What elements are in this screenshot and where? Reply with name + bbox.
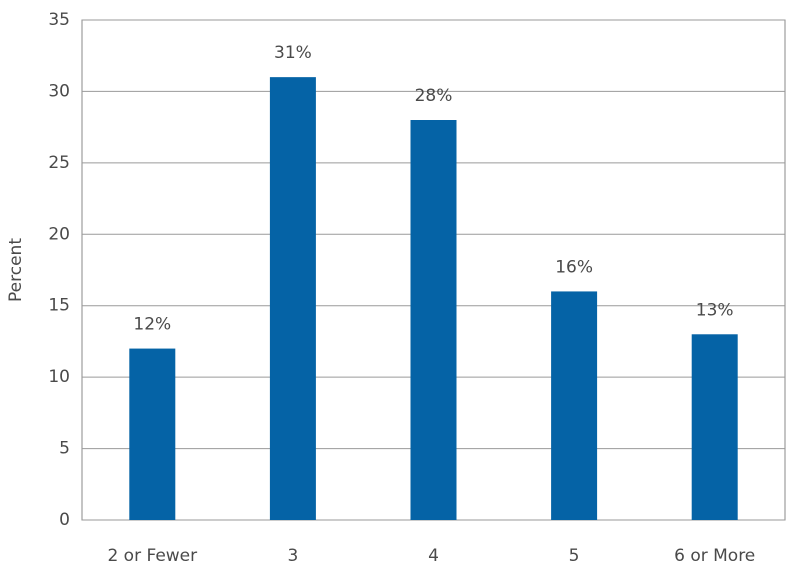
bar [269,77,316,521]
y-axis-label: Percent [6,238,26,302]
value-label: 16% [555,257,593,277]
value-label: 31% [274,43,312,63]
y-tick-label: 15 [48,296,70,316]
value-label: 28% [415,86,453,106]
y-tick-label: 0 [59,510,70,530]
bar [691,334,738,520]
bar [410,120,457,520]
x-tick-label: 4 [428,546,439,566]
x-tick-label: 3 [287,546,298,566]
value-label: 13% [696,300,734,320]
y-tick-label: 30 [48,81,70,101]
y-tick-label: 35 [48,10,70,30]
value-label: 12% [133,315,171,335]
y-tick-label: 10 [48,367,70,387]
y-tick-label: 5 [59,439,70,459]
x-tick-label: 6 or More [674,546,755,566]
x-tick-label: 2 or Fewer [107,546,197,566]
y-tick-label: 25 [48,153,70,173]
bar [129,348,176,520]
x-tick-label: 5 [569,546,580,566]
bar [551,291,598,520]
y-tick-label: 20 [48,224,70,244]
